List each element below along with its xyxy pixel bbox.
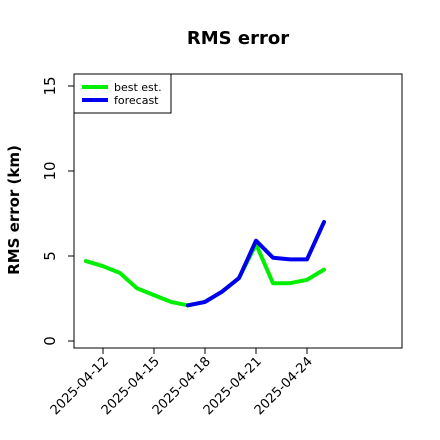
y-tick-label-2: 10 [41, 161, 59, 180]
legend-box [73, 73, 172, 114]
y-tick-label-0: 0 [41, 336, 59, 346]
series-lines [84, 220, 326, 308]
y-axis-label: RMS error (km) [5, 145, 23, 275]
y-axis: 0 5 10 15 [41, 76, 74, 346]
chart-title: RMS error [187, 28, 289, 49]
legend-label-1: forecast [114, 94, 159, 107]
series-line-1 [186, 220, 326, 308]
legend: best est.forecast [73, 73, 172, 114]
y-tick-label-1: 5 [41, 251, 59, 261]
plot-frame [73, 73, 403, 349]
y-tick-label-3: 15 [41, 76, 59, 95]
x-axis: 2025-04-122025-04-152025-04-182025-04-21… [48, 348, 316, 418]
series-line-0 [84, 242, 326, 308]
legend-label-0: best est. [114, 81, 162, 94]
